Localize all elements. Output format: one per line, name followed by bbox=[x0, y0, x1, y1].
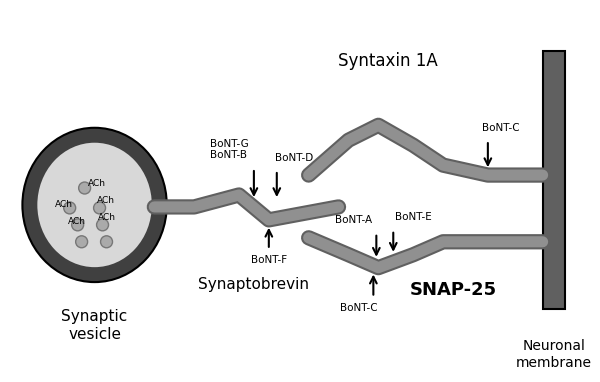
Text: ACh: ACh bbox=[88, 178, 106, 188]
Text: Neuronal
membrane: Neuronal membrane bbox=[515, 339, 592, 369]
Text: BoNT-F: BoNT-F bbox=[251, 255, 287, 265]
Text: BoNT-D: BoNT-D bbox=[275, 153, 313, 163]
Circle shape bbox=[97, 219, 109, 231]
Text: BoNT-A: BoNT-A bbox=[335, 215, 372, 225]
FancyBboxPatch shape bbox=[542, 51, 565, 309]
Text: ACh: ACh bbox=[97, 196, 115, 206]
Text: ACh: ACh bbox=[55, 201, 73, 209]
Circle shape bbox=[101, 236, 113, 248]
Text: ACh: ACh bbox=[68, 217, 86, 227]
Ellipse shape bbox=[22, 128, 167, 282]
Text: Syntaxin 1A: Syntaxin 1A bbox=[338, 52, 438, 70]
Circle shape bbox=[79, 182, 91, 194]
Text: Synaptic
vesicle: Synaptic vesicle bbox=[61, 309, 128, 342]
Text: BoNT-C: BoNT-C bbox=[340, 303, 377, 312]
Circle shape bbox=[94, 202, 106, 214]
Circle shape bbox=[71, 219, 83, 231]
Text: BoNT-C: BoNT-C bbox=[482, 123, 520, 133]
Text: BoNT-G
BoNT-B: BoNT-G BoNT-B bbox=[209, 139, 248, 160]
Text: ACh: ACh bbox=[98, 214, 116, 222]
Text: Synaptobrevin: Synaptobrevin bbox=[199, 277, 310, 292]
Circle shape bbox=[64, 202, 76, 214]
Ellipse shape bbox=[37, 143, 152, 267]
Text: BoNT-E: BoNT-E bbox=[395, 212, 431, 222]
Circle shape bbox=[76, 236, 88, 248]
Text: SNAP-25: SNAP-25 bbox=[409, 280, 497, 299]
